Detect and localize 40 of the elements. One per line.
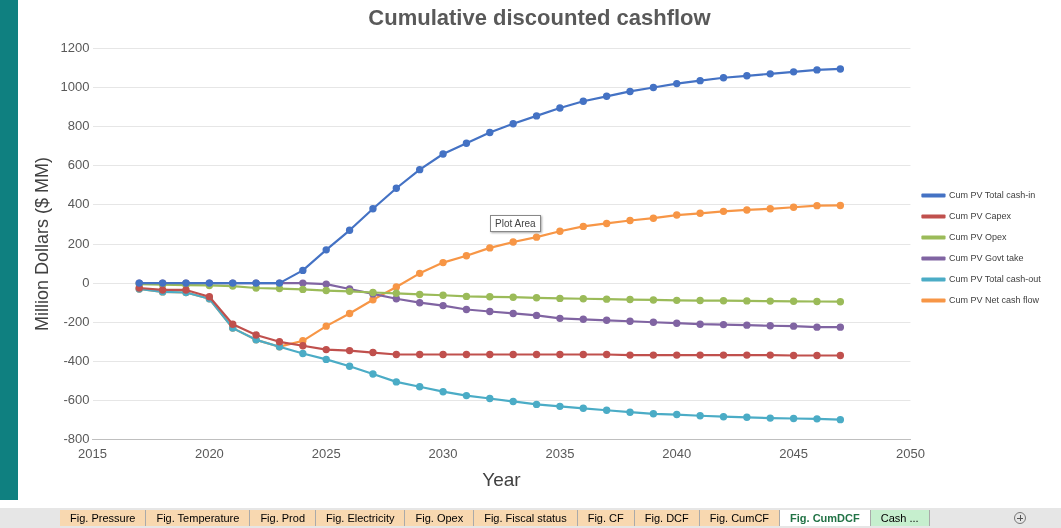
y-tick-label: -400: [63, 352, 90, 368]
x-axis-title: Year: [482, 468, 522, 490]
y-tick-label: -200: [63, 313, 90, 329]
x-tick-label: 2050: [896, 445, 925, 461]
y-tick-label: 1200: [60, 39, 90, 55]
x-tick-label: 2025: [311, 445, 341, 461]
text: Fig. CumCF: [699, 510, 781, 526]
legend-label: Cum PV Opex: [948, 231, 1007, 242]
text: Fig. DCF: [634, 510, 700, 526]
y-tick-label: 800: [67, 118, 90, 134]
text: Fig. Fiscal status: [474, 510, 578, 526]
text: Cash ...: [870, 510, 930, 526]
text: Fig. CF: [577, 510, 635, 526]
text: Fig. Electricity: [316, 510, 406, 526]
x-tick-label: 2035: [545, 445, 575, 461]
text: Fig. Prod: [250, 510, 317, 526]
y-tick-label: 0: [82, 274, 90, 290]
legend-label: Cum PV Govt take: [948, 252, 1024, 263]
y-tick-label: 400: [67, 196, 90, 212]
legend-label: Cum PV Net cash flow: [948, 294, 1040, 305]
annotation: Plot Area: [490, 215, 541, 232]
text: Fig. CumDCF: [780, 510, 871, 526]
y-tick-label: 1000: [60, 79, 90, 95]
y-axis-title: Million Dollars ($ MM): [31, 156, 52, 332]
y-tick-label: -800: [63, 431, 90, 447]
legend-label: Cum PV Total cash-out: [948, 273, 1042, 284]
chart-title: Cumulative discounted cashflow: [368, 5, 712, 31]
y-tick-label: 600: [67, 157, 90, 173]
text: Fig. Pressure: [60, 510, 147, 526]
x-tick-label: 2045: [779, 445, 809, 461]
x-tick-label: 2015: [78, 445, 107, 461]
y-tick-label: 200: [67, 235, 90, 251]
x-tick-label: 2020: [194, 445, 224, 461]
y-tick-label: -600: [63, 392, 90, 408]
text: Fig. Temperature: [146, 510, 251, 526]
text: Fig. Opex: [405, 510, 475, 526]
x-tick-label: 2040: [662, 445, 692, 461]
legend-label: Cum PV Total cash-in: [948, 189, 1036, 200]
x-tick-label: 2030: [428, 445, 458, 461]
legend-label: Cum PV Capex: [948, 210, 1012, 221]
